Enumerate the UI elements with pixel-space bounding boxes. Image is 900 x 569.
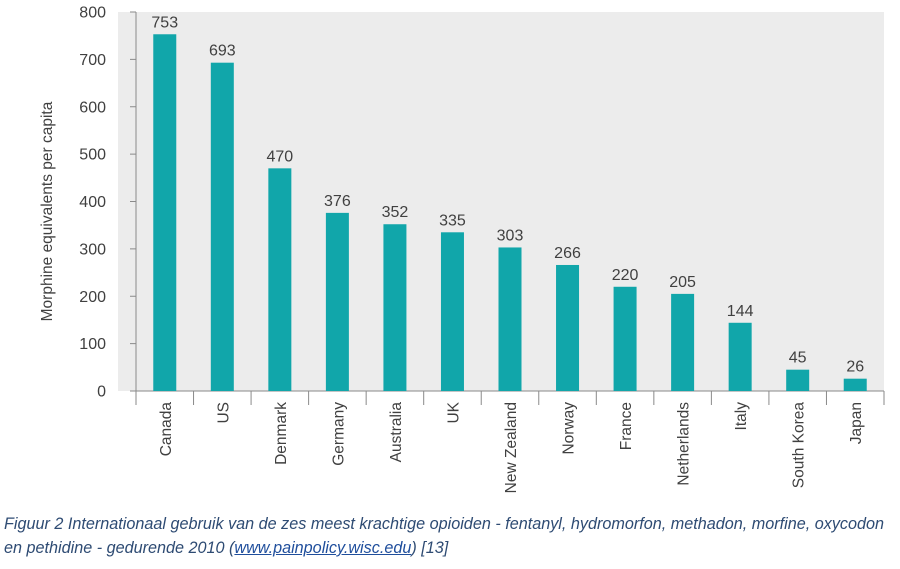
bar xyxy=(383,224,407,391)
x-tick-label: Australia xyxy=(388,402,405,463)
data-label: 352 xyxy=(382,204,409,221)
bars xyxy=(153,34,867,392)
bar xyxy=(556,264,580,391)
figure-caption: Figuur 2 Internationaal gebruik van de z… xyxy=(4,512,896,560)
caption-text-end: ) [13] xyxy=(411,539,449,557)
caption-text-start: Figuur 2 Internationaal gebruik van de z… xyxy=(4,515,885,557)
data-label: 220 xyxy=(612,267,639,284)
bar xyxy=(728,322,752,391)
data-label: 26 xyxy=(846,359,864,376)
data-label: 205 xyxy=(669,274,696,291)
data-label: 693 xyxy=(209,43,236,60)
bar xyxy=(268,168,292,391)
x-tick-label: South Korea xyxy=(791,402,808,489)
data-label: 470 xyxy=(266,148,293,165)
y-tick-label: 400 xyxy=(79,194,106,211)
x-tick-label: Denmark xyxy=(273,402,290,465)
y-tick-label: 0 xyxy=(97,384,106,401)
data-label: 144 xyxy=(727,303,754,320)
bar xyxy=(786,369,810,391)
x-tick-label: UK xyxy=(445,401,462,423)
chart-canvas: 753 693 470 376 352 335 303 266 220 205 144 45 26 0 1… xyxy=(39,5,885,493)
y-tick-label: 200 xyxy=(79,289,106,306)
data-label: 376 xyxy=(324,193,351,210)
x-tick-label: France xyxy=(618,402,635,450)
bar xyxy=(671,293,695,391)
data-label: 303 xyxy=(497,227,524,244)
y-axis-label: Morphine equivalents per capita xyxy=(39,101,56,321)
bar xyxy=(210,62,234,391)
x-tick-label: Japan xyxy=(848,402,865,444)
bar xyxy=(440,232,464,391)
y-tick-label: 300 xyxy=(79,241,106,258)
y-tick-label: 800 xyxy=(79,5,106,22)
data-label: 45 xyxy=(789,350,807,367)
x-tick-label: Norway xyxy=(561,402,578,455)
bar xyxy=(153,34,177,392)
x-tick-label: New Zealand xyxy=(503,402,520,493)
bar-chart: 753 693 470 376 352 335 303 266 220 205 144 45 26 0 1… xyxy=(39,5,885,493)
data-labels: 753 693 470 376 352 335 303 266 220 205 144 45 26 xyxy=(151,14,864,375)
bar xyxy=(843,378,867,391)
x-tick-label: Canada xyxy=(158,402,175,457)
data-label: 266 xyxy=(554,245,581,262)
y-tick-label: 100 xyxy=(79,336,106,353)
x-tick-labels: Canada US Denmark Germany Australia UK New Zea… xyxy=(158,401,865,493)
caption-source-link[interactable]: www.painpolicy.wisc.edu xyxy=(234,539,412,557)
bar xyxy=(613,286,637,391)
y-tick-label: 700 xyxy=(79,52,106,69)
data-label: 753 xyxy=(151,14,178,31)
x-tick-label: Germany xyxy=(330,402,347,466)
bar xyxy=(498,247,522,391)
y-tick-label: 500 xyxy=(79,147,106,164)
x-tick-label: US xyxy=(215,402,232,424)
bar xyxy=(325,212,349,391)
x-tick-label: Netherlands xyxy=(676,402,693,486)
y-tick-labels: 0 100 200 300 400 500 600 700 800 xyxy=(79,5,106,401)
data-label: 335 xyxy=(439,212,466,229)
x-tick-label: Italy xyxy=(733,402,750,431)
y-tick-label: 600 xyxy=(79,99,106,116)
